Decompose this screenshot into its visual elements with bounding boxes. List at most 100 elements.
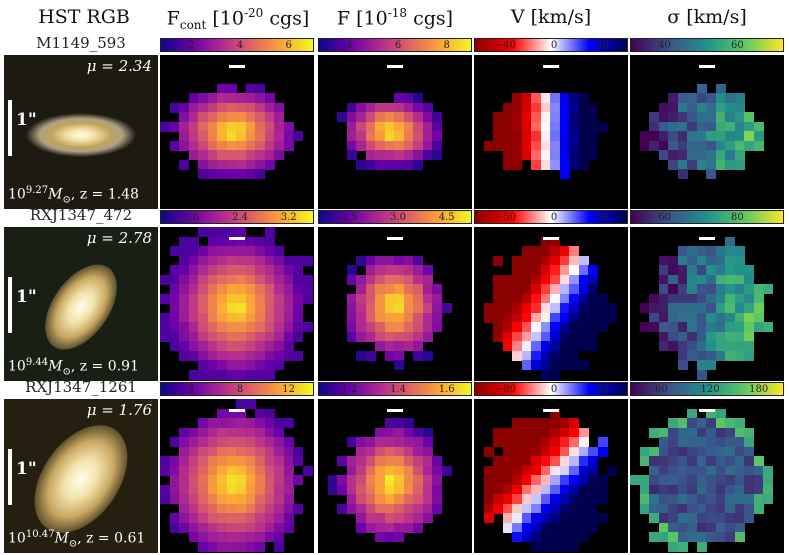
- map-pixel: [255, 350, 266, 361]
- map-pixel: [715, 159, 726, 170]
- map-pixel: [725, 446, 736, 457]
- map-pixel: [236, 159, 247, 170]
- map-pixel: [502, 159, 513, 170]
- map-pixel: [696, 418, 707, 429]
- map-pixel: [706, 274, 717, 285]
- map-pixel: [597, 303, 608, 314]
- map-panel-sigma: [630, 399, 784, 553]
- map-pixel: [677, 331, 688, 342]
- map-pixel: [384, 121, 395, 132]
- map-pixel: [512, 456, 523, 467]
- map-pixel: [569, 274, 580, 285]
- map-pixel: [706, 484, 717, 495]
- map-pixel: [255, 513, 266, 524]
- colorbar-tick-label: 50: [596, 212, 610, 223]
- map-pixel: [559, 322, 570, 333]
- map-pixel: [512, 350, 523, 361]
- map-pixel: [706, 532, 717, 543]
- map-pixel: [422, 140, 433, 151]
- map-pixel: [734, 475, 745, 486]
- map-pixel: [521, 312, 532, 323]
- map-pixel: [502, 274, 513, 285]
- map-pixel: [375, 513, 386, 524]
- map-pixel: [578, 312, 589, 323]
- beam-size-marker: [699, 409, 715, 412]
- map-pixel: [540, 331, 551, 342]
- map-pixel: [512, 437, 523, 448]
- map-pixel: [198, 331, 209, 342]
- map-pixel: [384, 159, 395, 170]
- map-pixel: [502, 284, 513, 295]
- map-pixel: [274, 503, 285, 514]
- map-pixel: [696, 255, 707, 266]
- map-pixel: [502, 513, 513, 524]
- map-pixel: [441, 465, 452, 476]
- map-pixel: [753, 284, 764, 295]
- map-pixel: [639, 494, 650, 505]
- map-pixel: [696, 446, 707, 457]
- map-pixel: [706, 456, 717, 467]
- map-pixel: [588, 140, 599, 151]
- map-pixel: [550, 131, 561, 142]
- map-pixel: [188, 369, 199, 380]
- map-pixel: [706, 159, 717, 170]
- map-pixel: [531, 475, 542, 486]
- map-pixel: [550, 274, 561, 285]
- map-pixel: [706, 112, 717, 123]
- map-pixel: [540, 102, 551, 113]
- map-pixel: [226, 418, 237, 429]
- map-pixel: [403, 293, 414, 304]
- map-pixel: [578, 150, 589, 161]
- map-pixel: [375, 532, 386, 543]
- map-pixel: [540, 140, 551, 151]
- map-pixel: [512, 303, 523, 314]
- map-pixel: [531, 293, 542, 304]
- map-pixel: [512, 293, 523, 304]
- map-pixel: [274, 265, 285, 276]
- map-pixel: [245, 350, 256, 361]
- map-pixel: [264, 140, 275, 151]
- map-pixel: [255, 274, 266, 285]
- map-pixel: [207, 274, 218, 285]
- map-pixel: [198, 246, 209, 257]
- map-pixel: [264, 331, 275, 342]
- map-pixel: [413, 293, 424, 304]
- map-pixel: [375, 131, 386, 142]
- map-pixel: [502, 322, 513, 333]
- map-pixel: [569, 140, 580, 151]
- map-pixel: [226, 475, 237, 486]
- map-pixel: [188, 350, 199, 361]
- map-pixel: [160, 293, 171, 304]
- map-pixel: [706, 408, 717, 419]
- map-pixel: [198, 513, 209, 524]
- map-pixel: [493, 427, 504, 438]
- map-pixel: [217, 513, 228, 524]
- map-pixel: [375, 121, 386, 132]
- map-pixel: [226, 274, 237, 285]
- map-pixel: [753, 475, 764, 486]
- colorbar-tick-label: 8: [236, 384, 244, 395]
- map-pixel: [432, 312, 443, 323]
- map-pixel: [725, 522, 736, 533]
- map-pixel: [521, 360, 532, 371]
- map-pixel: [658, 150, 669, 161]
- map-pixel: [687, 350, 698, 361]
- colorbar-f: 1.2 1.4 1.6: [318, 382, 472, 396]
- map-pixel: [588, 284, 599, 295]
- map-pixel: [559, 437, 570, 448]
- map-pixel: [687, 331, 698, 342]
- map-pixel: [207, 522, 218, 533]
- map-pixel: [337, 475, 348, 486]
- map-pixel: [725, 494, 736, 505]
- map-pixel: [540, 312, 551, 323]
- map-pixel: [198, 350, 209, 361]
- map-pixel: [687, 494, 698, 505]
- map-pixel: [734, 255, 745, 266]
- map-pixel: [403, 418, 414, 429]
- map-pixel: [540, 265, 551, 276]
- map-pixel: [569, 475, 580, 486]
- map-pixel: [696, 112, 707, 123]
- map-pixel: [236, 112, 247, 123]
- map-pixel: [346, 140, 357, 151]
- map-pixel: [734, 265, 745, 276]
